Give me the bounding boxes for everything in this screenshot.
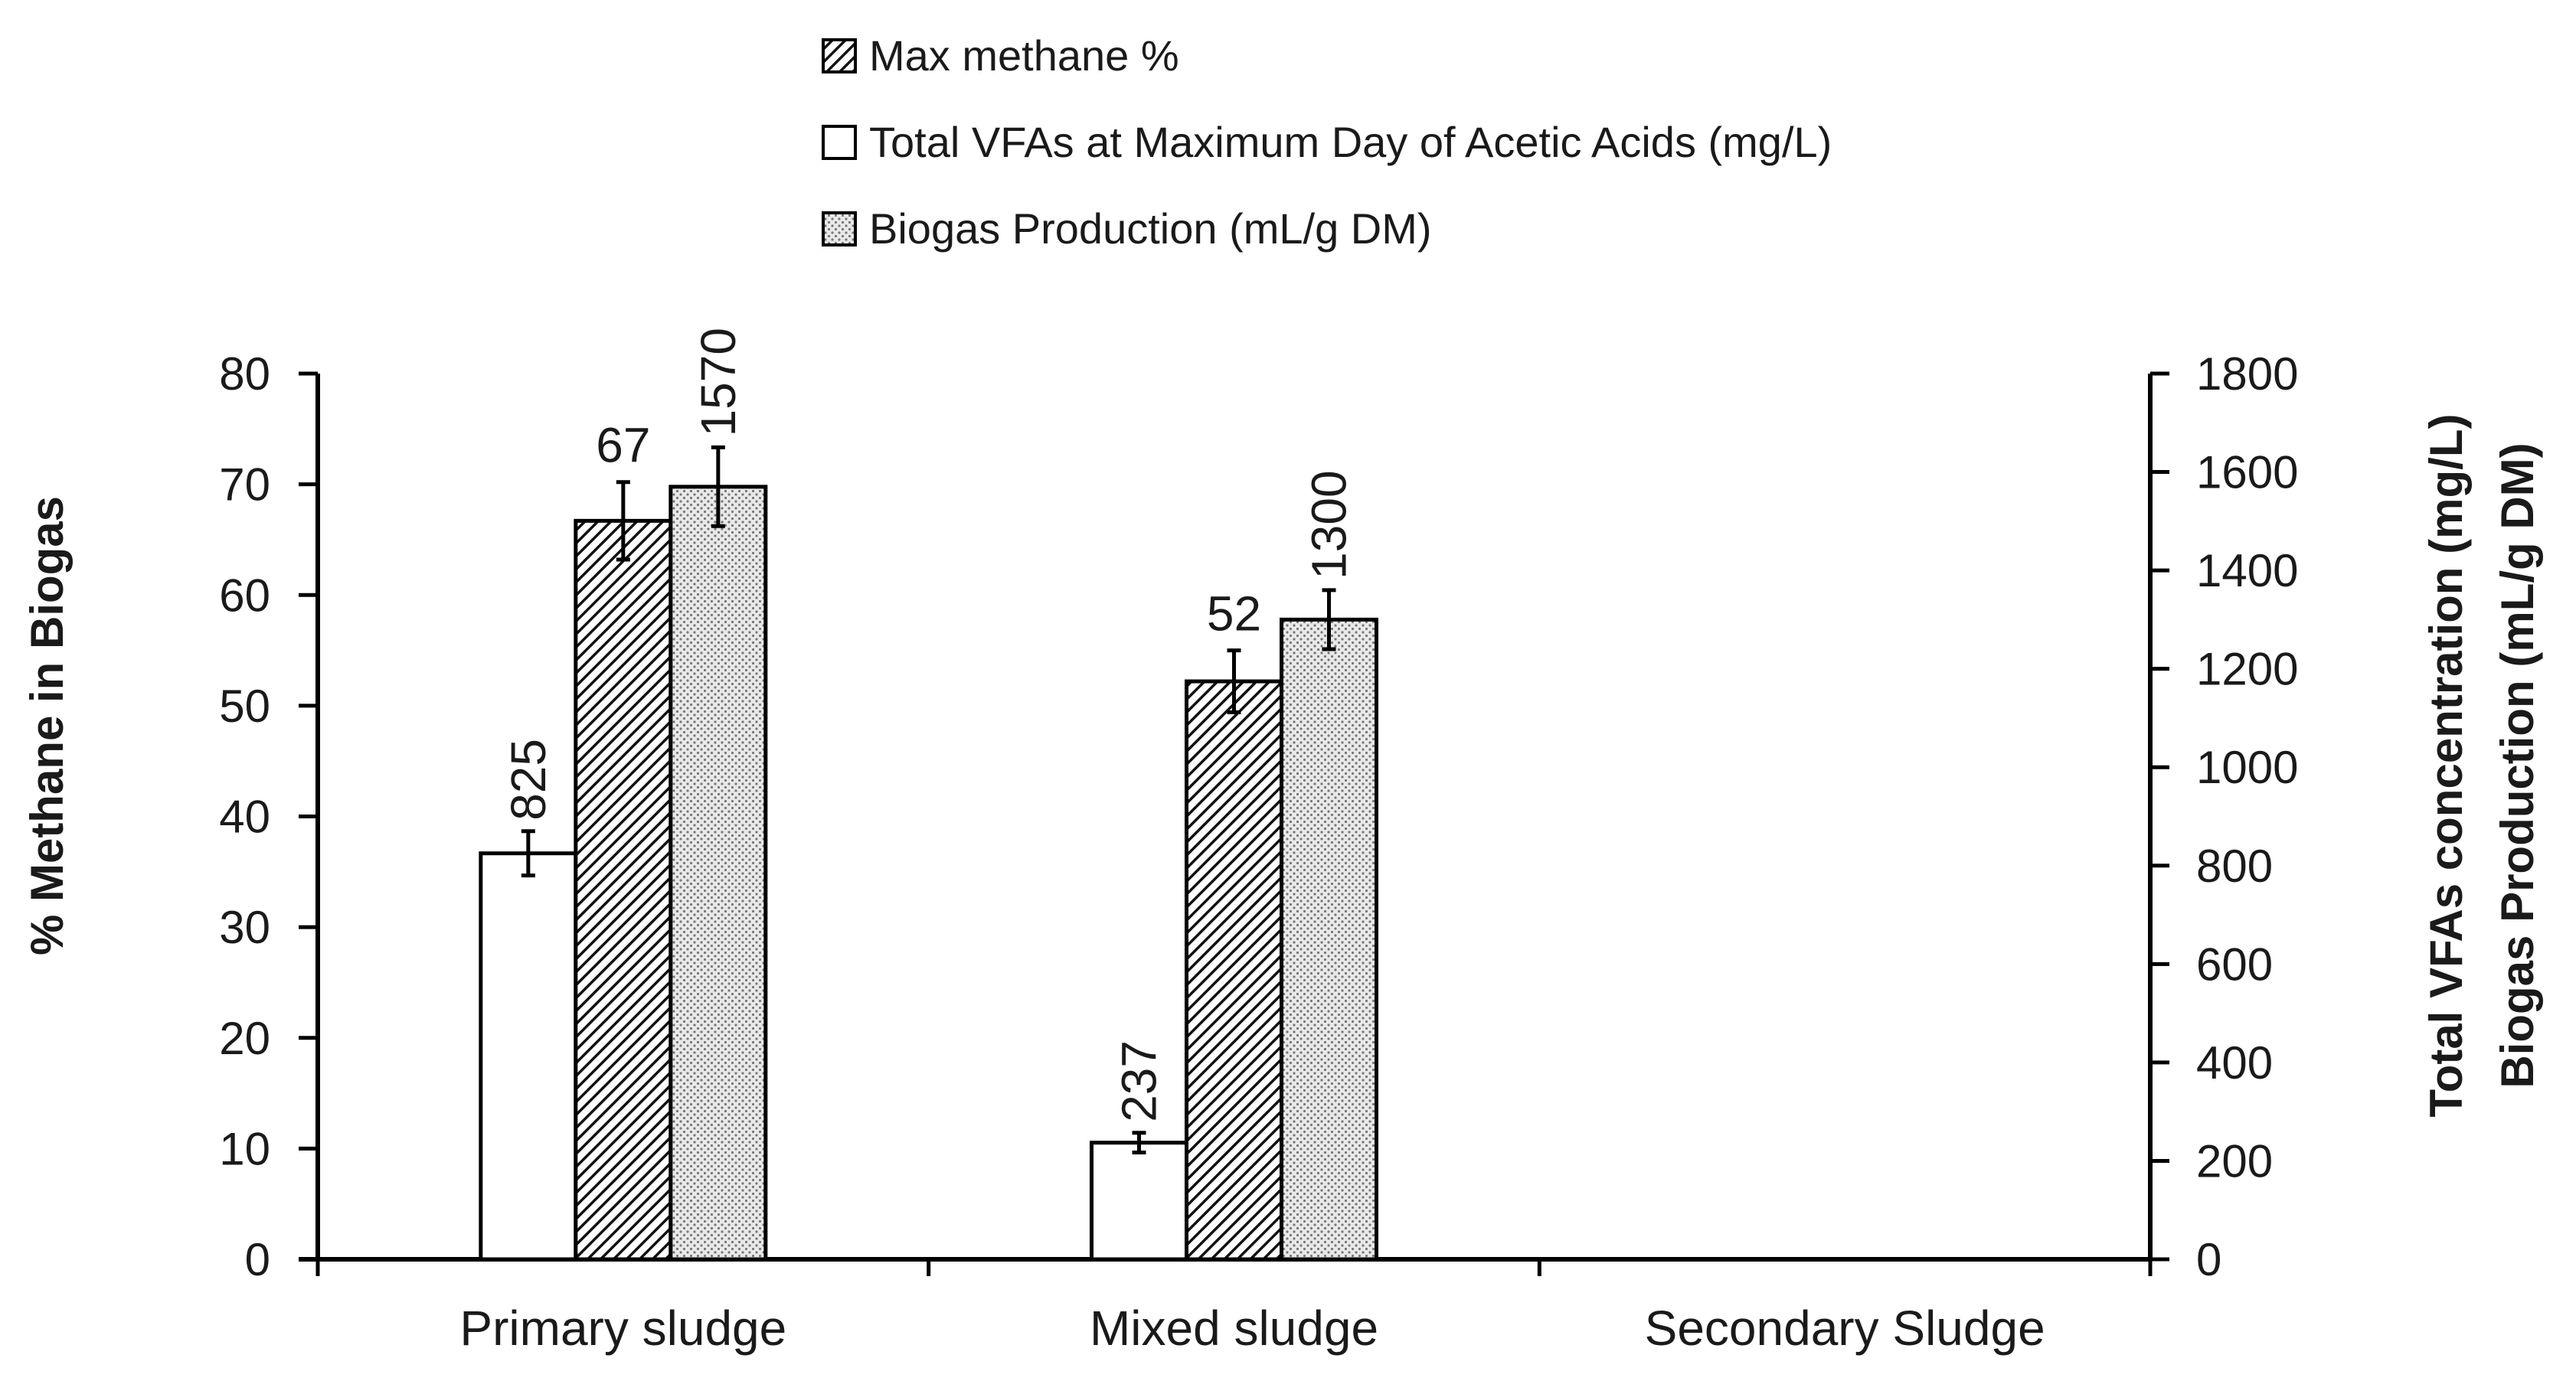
- x-category-label: Mixed sludge: [1090, 1301, 1378, 1356]
- bars: [479, 445, 1378, 1262]
- y-left-tick-label: 50: [219, 681, 270, 732]
- y-left-tick-label: 30: [219, 902, 270, 953]
- y-left-tick-label: 70: [219, 459, 270, 511]
- legend-swatch-methane: [822, 38, 857, 73]
- legend: Max methane % Total VFAs at Maximum Day …: [822, 31, 1832, 253]
- x-category-label: Secondary Sludge: [1645, 1301, 2045, 1356]
- y-left-tick-label: 40: [219, 792, 270, 843]
- bar-vfa[interactable]: [1090, 1141, 1188, 1262]
- y-right-tick-label: 400: [2196, 1037, 2273, 1089]
- y-right-axis-title-line1: Total VFAs concentration (mg/L): [2421, 414, 2472, 1118]
- y-left-axis-title: % Methane in Biogas: [21, 496, 73, 955]
- legend-item-vfa[interactable]: Total VFAs at Maximum Day of Acetic Acid…: [822, 118, 1832, 166]
- bar-biogas[interactable]: [669, 485, 768, 1262]
- y-right-tick-label: 600: [2196, 939, 2273, 990]
- y-right-tick-label: 200: [2196, 1135, 2273, 1187]
- legend-label-methane: Max methane %: [869, 31, 1179, 80]
- legend-item-biogas[interactable]: Biogas Production (mL/g DM): [822, 204, 1432, 253]
- bar-methane[interactable]: [1185, 679, 1283, 1262]
- legend-label-biogas: Biogas Production (mL/g DM): [869, 204, 1432, 253]
- data-label-vfa: 237: [1112, 1040, 1167, 1122]
- y-right-tick-label: 1800: [2196, 348, 2298, 400]
- data-labels: 825 67 1570 237 52 1300: [501, 328, 1357, 1122]
- data-label-biogas: 1300: [1302, 470, 1357, 579]
- data-label-methane: 67: [596, 418, 650, 473]
- legend-swatch-vfa: [822, 125, 857, 160]
- y-right-tick-label: 800: [2196, 841, 2273, 892]
- bar-biogas[interactable]: [1280, 617, 1378, 1262]
- y-right-tick-label: 1600: [2196, 447, 2298, 498]
- axes: 0102030405060708002004006008001000120014…: [219, 348, 2298, 1356]
- x-category-label: Primary sludge: [459, 1301, 786, 1356]
- y-right-tick-label: 1400: [2196, 545, 2298, 596]
- y-left-tick-label: 80: [219, 348, 270, 400]
- y-right-axis-title-line2: Biogas Production (mL/g DM): [2492, 442, 2543, 1088]
- legend-label-vfa: Total VFAs at Maximum Day of Acetic Acid…: [869, 118, 1832, 166]
- y-right-tick-label: 1000: [2196, 742, 2298, 793]
- bar-methane[interactable]: [574, 518, 673, 1262]
- y-left-tick-label: 60: [219, 570, 270, 621]
- y-right-tick-label: 1200: [2196, 644, 2298, 695]
- data-label-vfa: 825: [501, 739, 556, 821]
- y-left-tick-label: 0: [245, 1234, 270, 1285]
- data-label-methane: 52: [1207, 586, 1261, 642]
- bar-vfa[interactable]: [479, 851, 578, 1262]
- y-left-tick-label: 10: [219, 1123, 270, 1174]
- data-label-biogas: 1570: [691, 328, 746, 436]
- y-left-tick-label: 20: [219, 1013, 270, 1064]
- legend-swatch-biogas: [822, 211, 857, 246]
- legend-item-methane[interactable]: Max methane %: [822, 31, 1179, 80]
- y-right-tick-label: 0: [2196, 1234, 2221, 1285]
